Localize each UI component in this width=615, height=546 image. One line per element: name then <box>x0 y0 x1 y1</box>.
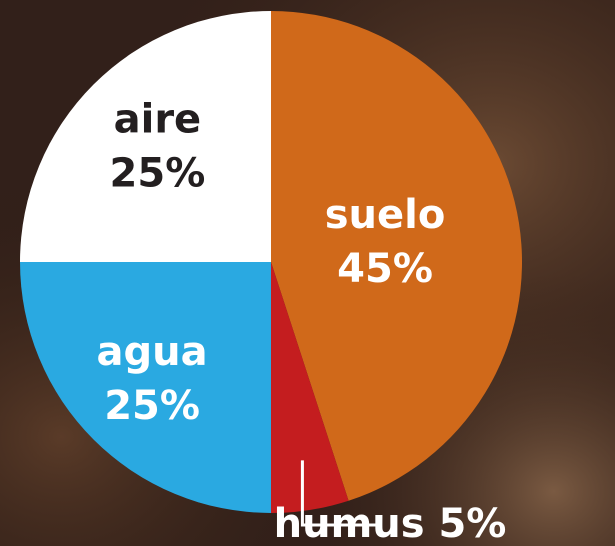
chart: suelo 45% humus 5% agua 25% aire 25% <box>0 0 615 546</box>
slice-value-label: 25% <box>104 383 200 429</box>
slice-value-label: 25% <box>110 150 206 196</box>
slice-label: agua <box>97 329 208 375</box>
outside-label: humus 5% <box>274 501 507 546</box>
slice-label: suelo <box>325 192 446 238</box>
slice-value-label: 5% <box>438 501 506 546</box>
page: {"chart_data": {"type": "pie", "categori… <box>0 0 615 546</box>
slice-label: humus <box>274 501 425 546</box>
slice-value-label: 45% <box>337 246 433 292</box>
pie <box>20 11 522 513</box>
slice-label: aire <box>114 96 202 142</box>
